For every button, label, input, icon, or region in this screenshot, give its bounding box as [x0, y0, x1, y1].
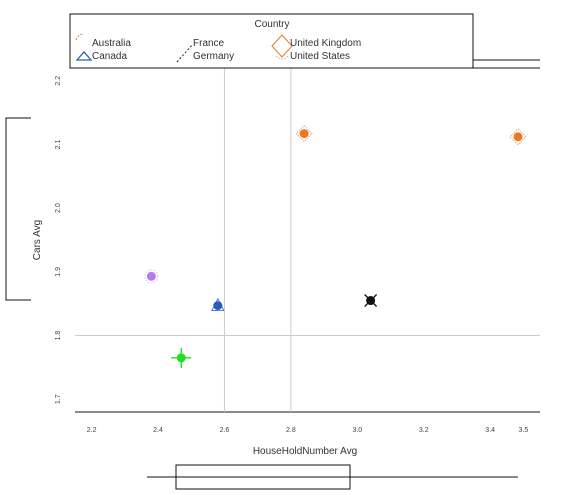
point-dot [146, 271, 156, 281]
legend-entry-canada: Canada [75, 51, 127, 62]
legend-box-right-bracket [472, 14, 540, 61]
y-tick-label: 2.1 [55, 139, 62, 149]
data-point [509, 128, 527, 146]
legend-label-canada: Canada [92, 51, 127, 62]
x-tick-label: 3.0 [352, 427, 362, 434]
legend: Country Australia Canada France Germany … [69, 13, 474, 69]
legend-entry-australia: Australia [75, 33, 131, 49]
y-tick-label: 1.9 [55, 267, 62, 277]
legend-entry-germany: Germany [193, 51, 234, 62]
data-point [364, 294, 378, 307]
x-tick-label: 3.2 [419, 427, 429, 434]
legend-entry-united-states: United States [275, 51, 350, 62]
x-tick-label: 2.4 [153, 427, 163, 434]
legend-label-united-kingdom: United Kingdom [290, 38, 361, 49]
x-tick-label: 2.8 [286, 427, 296, 434]
legend-symbol-dash [176, 43, 194, 63]
x-tick-label: 3.5 [519, 427, 529, 434]
point-dot [213, 301, 223, 311]
legend-symbol-arc [75, 33, 85, 41]
legend-symbol-diamond [271, 34, 293, 58]
y-tick-label: 2.0 [55, 203, 62, 213]
x-scroll-thumb[interactable] [175, 464, 351, 490]
x-tick-labels: 2.2 2.4 2.6 2.8 3.0 3.2 3.4 3.5 [87, 427, 529, 434]
point-halo [295, 125, 313, 143]
legend-symbol-faint [275, 55, 289, 60]
point-dot [299, 129, 309, 139]
data-point [144, 269, 159, 284]
legend-entry-united-kingdom: United Kingdom [271, 34, 361, 58]
x-tick-label: 2.2 [87, 427, 97, 434]
point-dot [366, 296, 376, 306]
legend-box [69, 13, 474, 69]
point-dot [513, 132, 523, 142]
y-tick-labels: 1.7 1.8 1.9 2.0 2.1 2.2 [55, 76, 62, 404]
y-scroll-bracket [5, 117, 31, 301]
gridlines [75, 68, 540, 412]
data-point [171, 347, 192, 368]
data-points [144, 125, 527, 368]
legend-label-united-states: United States [290, 51, 350, 62]
x-axis-title: HouseHoldNumber Avg [253, 446, 357, 457]
point-dot [176, 353, 186, 363]
legend-label-france: France [193, 38, 225, 49]
y-tick-label: 2.2 [55, 76, 62, 86]
y-tick-label: 1.7 [55, 394, 62, 404]
frame-artifacts [5, 14, 540, 490]
point-halo [509, 128, 527, 146]
y-axis-title: Cars Avg [32, 220, 43, 260]
data-point [211, 297, 225, 312]
point-halo [144, 269, 159, 284]
plot-area: 1.7 1.8 1.9 2.0 2.1 2.2 2.2 2.4 2.6 2.8 3.0 3.2 3.4… [55, 67, 540, 434]
x-tick-label: 3.4 [485, 427, 495, 434]
legend-title: Country [254, 19, 289, 30]
y-tick-label: 1.8 [55, 331, 62, 341]
x-tick-label: 2.6 [220, 427, 230, 434]
legend-entry-france: France [176, 38, 225, 63]
legend-label-germany: Germany [193, 51, 234, 62]
legend-symbol-triangle [75, 51, 93, 61]
data-point [295, 125, 313, 143]
legend-label-australia: Australia [92, 38, 131, 49]
